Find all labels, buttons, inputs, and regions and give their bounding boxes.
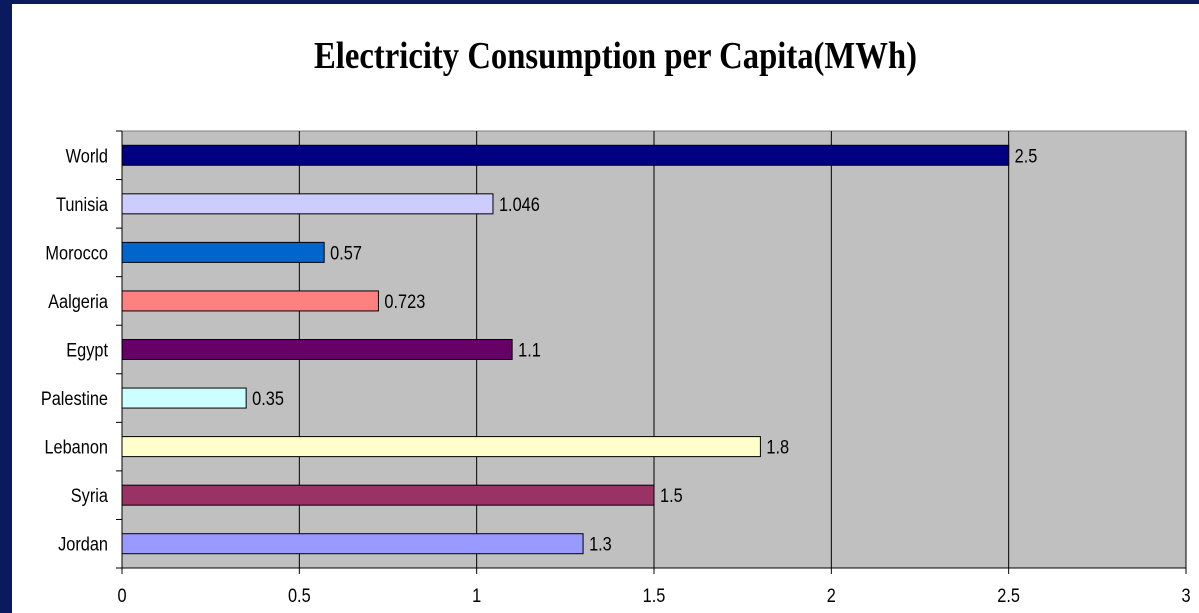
category-label: Lebanon [44, 436, 108, 457]
bar [121, 339, 513, 360]
chart-title: Electricity Consumption per Capita(MWh) [313, 35, 918, 77]
x-tick-label: 2 [827, 585, 836, 606]
category-label: Jordan [58, 534, 108, 555]
bar [121, 533, 584, 555]
category-label: Egypt [66, 339, 108, 360]
data-label: 1.5 [660, 485, 683, 506]
bar [121, 144, 1010, 166]
category-label: Syria [71, 485, 108, 506]
bar [121, 193, 494, 215]
data-label: 2.5 [1015, 145, 1038, 166]
data-label: 0.57 [330, 242, 362, 263]
x-tick-label: 1 [472, 585, 481, 606]
data-label: 0.723 [384, 291, 425, 312]
bar [121, 290, 379, 312]
bar [121, 436, 761, 458]
bar [121, 241, 325, 263]
bar-chart: 0 0.5 1 1.5 2 2.5 3 World 2.5 Tunisia 1.046 Morocco… [41, 130, 1191, 606]
category-label: Aalgeria [48, 291, 108, 312]
category-label: World [66, 145, 108, 166]
data-label: 1.046 [499, 194, 540, 215]
bar [121, 484, 655, 506]
x-tick-label: 0.5 [288, 585, 311, 606]
category-label: Tunisia [56, 194, 108, 215]
data-label: 1.8 [766, 436, 789, 457]
category-label: Palestine [41, 388, 108, 409]
category-label: Morocco [45, 242, 108, 263]
slide-area: Electricity Consumption per Capita(MWh) … [12, 4, 1199, 613]
data-label: 1.1 [518, 339, 541, 360]
x-tick-label: 0 [117, 585, 126, 606]
bar [121, 387, 247, 409]
x-tick-label: 1.5 [643, 585, 666, 606]
data-label: 1.3 [589, 534, 612, 555]
data-label: 0.35 [252, 388, 284, 409]
x-tick-label: 2.5 [997, 585, 1020, 606]
x-tick-label: 3 [1181, 585, 1190, 606]
